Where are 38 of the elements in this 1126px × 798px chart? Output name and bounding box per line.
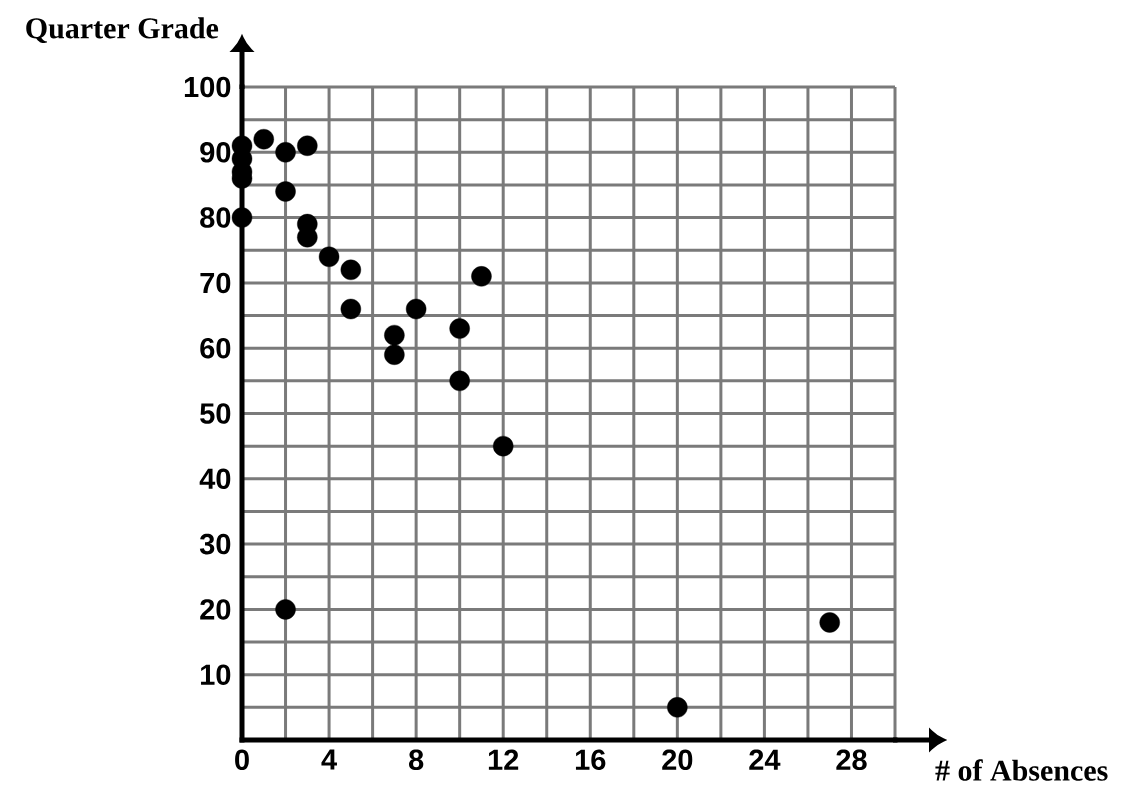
y-tick-label: 50 <box>200 403 231 424</box>
point <box>318 246 340 267</box>
y-tick-label: 100 <box>184 76 231 98</box>
point <box>253 129 274 150</box>
point <box>449 318 470 339</box>
y-axis-title: Quarter Grade <box>26 17 219 44</box>
x-tick-label: 0 <box>235 749 249 771</box>
point <box>275 142 296 163</box>
y-tick-label: 80 <box>200 207 231 228</box>
point <box>275 181 296 202</box>
y-tick-label: 90 <box>200 142 231 163</box>
x-tick-label: 28 <box>836 749 867 771</box>
x-tick-label: 12 <box>488 749 519 770</box>
point <box>340 298 362 320</box>
point <box>384 324 405 346</box>
y-tick-label: 70 <box>200 272 231 294</box>
x-tick-label: 20 <box>662 749 693 771</box>
y-tick-label: 20 <box>200 599 231 620</box>
point <box>405 298 427 320</box>
y-tick-label: 30 <box>199 533 231 555</box>
x-tick-label: 16 <box>575 749 606 771</box>
x-tick-label: 4 <box>321 749 337 770</box>
point <box>493 435 514 457</box>
x-tick-label: 24 <box>749 749 781 770</box>
y-tick-label: 40 <box>199 468 231 490</box>
point <box>275 599 296 620</box>
point <box>384 344 405 365</box>
point <box>231 207 253 228</box>
point <box>449 370 470 392</box>
point <box>340 259 362 281</box>
x-tick-label: 8 <box>409 749 424 771</box>
y-tick-label: 10 <box>201 664 231 685</box>
y-tick-label: 60 <box>200 337 231 359</box>
point <box>297 135 318 156</box>
point <box>471 266 492 287</box>
point <box>819 612 840 633</box>
point <box>667 697 688 718</box>
x-axis-title: # of Absences <box>935 759 1108 781</box>
